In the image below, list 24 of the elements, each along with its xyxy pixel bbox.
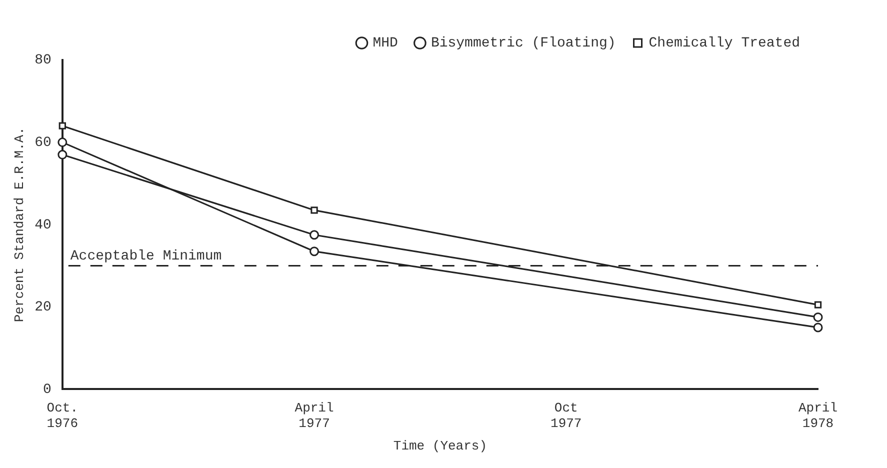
point (58, 122, 66, 130)
x-tick-label: April 1977 (294, 400, 334, 432)
point (58, 138, 68, 148)
x-tick-label: Oct. 1976 (46, 400, 78, 432)
y-tick-label: 60 (34, 135, 52, 152)
point (310, 206, 318, 214)
legend-label: Bisymmetric (Floating) (430, 36, 616, 52)
point (58, 150, 68, 160)
legend-label: Chemically Treated (648, 36, 800, 52)
x-axis-title: Time (Years) (393, 438, 488, 454)
point (310, 246, 320, 256)
point (813, 322, 823, 332)
point (813, 312, 823, 322)
point (814, 301, 822, 308)
ref-line-label: Acceptable Minimum (70, 248, 222, 264)
y-tick-label: 40 (34, 217, 52, 234)
y-tick-label: 20 (34, 300, 52, 316)
point (310, 230, 320, 240)
y-axis-title: Percent Standard E.R.M.A. (12, 127, 28, 322)
legend-label: MHD (372, 36, 398, 52)
x-tick-label: April 1978 (798, 400, 838, 432)
x-tick-label: Oct 1977 (550, 400, 582, 432)
y-tick-label: 80 (34, 52, 52, 69)
y-tick-label: 0 (42, 382, 52, 398)
